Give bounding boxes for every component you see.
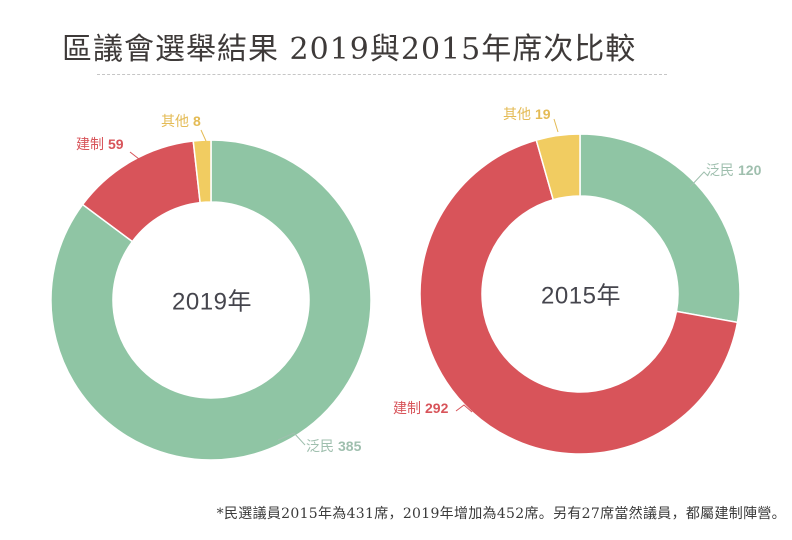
label-2015-pan-democrats: 泛民 120 bbox=[706, 163, 761, 177]
label-text: 建制 bbox=[393, 400, 421, 416]
donut-slice-2019年-泛民 bbox=[50, 139, 372, 461]
label-value: 292 bbox=[425, 400, 449, 416]
donut-slice-2019年-其他 bbox=[192, 139, 212, 204]
label-leader-line bbox=[689, 171, 709, 188]
label-text: 其他 bbox=[161, 113, 189, 129]
label-value: 59 bbox=[108, 136, 124, 152]
label-text: 其他 bbox=[503, 106, 531, 122]
label-leader-line bbox=[277, 432, 306, 446]
label-2015-others: 其他 19 bbox=[503, 107, 551, 121]
label-value: 385 bbox=[338, 438, 362, 454]
label-value: 8 bbox=[193, 113, 201, 129]
donut-slice-2015年-泛民 bbox=[579, 133, 741, 324]
label-2019-pan-democrats: 泛民 385 bbox=[306, 439, 361, 453]
donut-center-label-2019: 2019年 bbox=[172, 288, 252, 316]
label-text: 泛民 bbox=[306, 438, 334, 454]
title-underline bbox=[97, 74, 667, 75]
label-2019-others: 其他 8 bbox=[161, 114, 201, 128]
label-value: 19 bbox=[535, 106, 551, 122]
label-leader-line bbox=[129, 151, 149, 167]
label-text: 泛民 bbox=[706, 162, 734, 178]
donut-slice-2015年-其他 bbox=[535, 133, 581, 201]
donut-slice-2015年-建制 bbox=[419, 139, 739, 455]
donut-center-label-2015: 2015年 bbox=[541, 282, 621, 310]
label-value: 120 bbox=[738, 162, 762, 178]
label-leader-line bbox=[200, 129, 207, 142]
label-2015-pro-establishment: 建制 292 bbox=[393, 401, 448, 415]
chart-title: 區議會選舉結果 2019與2015年席次比較 bbox=[62, 32, 637, 67]
label-text: 建制 bbox=[76, 136, 104, 152]
label-leader-line bbox=[553, 118, 559, 133]
label-2019-pro-establishment: 建制 59 bbox=[76, 137, 124, 151]
label-leader-line bbox=[455, 404, 473, 413]
footnote: *民選議員2015年為431席，2019年增加為452席。另有27席當然議員，都… bbox=[216, 506, 786, 522]
